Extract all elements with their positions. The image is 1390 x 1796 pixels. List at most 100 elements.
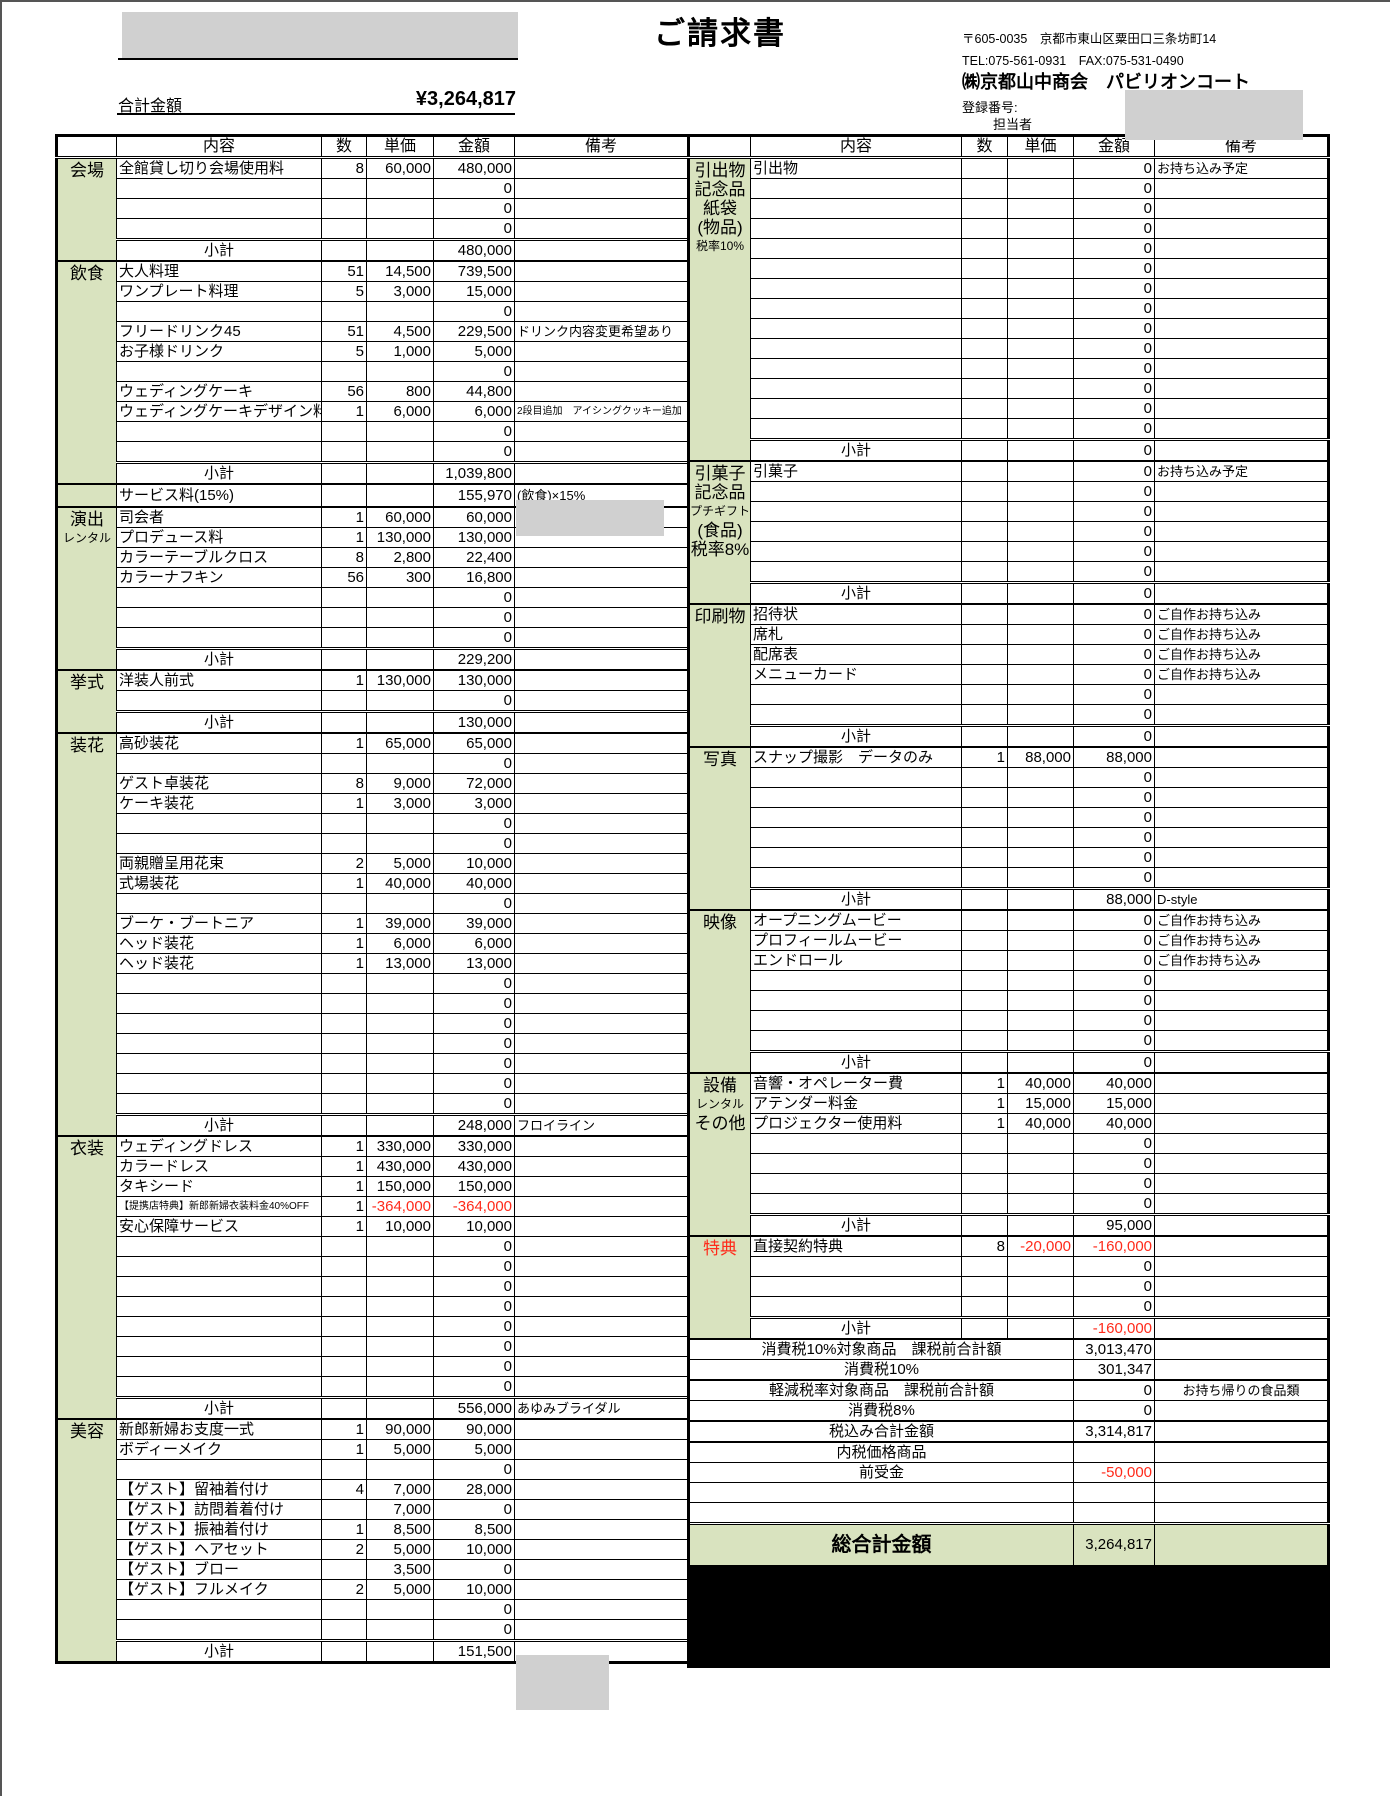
amount: 150,000 xyxy=(433,1176,515,1197)
note xyxy=(514,1236,689,1257)
unit-price: 9,000 xyxy=(366,773,434,794)
table-row: 0 xyxy=(689,258,1329,279)
quantity xyxy=(321,1316,367,1337)
amount: 0 xyxy=(1073,418,1155,440)
category-label: 美容 xyxy=(70,1422,104,1441)
unit-price xyxy=(1007,827,1074,848)
note xyxy=(1154,1153,1329,1174)
table-row: 装花 高砂装花 1 65,000 65,000 xyxy=(56,732,689,1137)
table-row: 映像 オープニングムービー 0 ご自作お持ち込み xyxy=(688,909,1329,1074)
quantity xyxy=(321,1499,367,1520)
note xyxy=(514,953,689,974)
unit-price xyxy=(1007,787,1074,808)
note: お持ち込み予定 xyxy=(1154,157,1329,179)
unit-price xyxy=(366,1639,434,1663)
quantity: 1 xyxy=(321,913,367,934)
unit-price xyxy=(366,1376,434,1398)
quantity xyxy=(961,460,1008,482)
amount: 430,000 xyxy=(433,1156,515,1177)
page-border-left xyxy=(0,0,2,1796)
amount: 0 xyxy=(433,1276,515,1297)
table-row: 0 xyxy=(689,1173,1329,1194)
amount: 0 xyxy=(1073,338,1155,359)
item-name: カラーテーブルクロス xyxy=(116,547,322,568)
category-label: 挙式 xyxy=(70,673,104,692)
category-label: 特典 xyxy=(703,1239,737,1258)
summary-label: 前受金 xyxy=(688,1462,1074,1483)
item-name xyxy=(116,1013,322,1034)
quantity xyxy=(321,1396,367,1420)
category-cell: 引出物 記念品 紙袋 (物品) 税率10% xyxy=(688,157,751,462)
summary-note xyxy=(1154,1482,1329,1503)
summary-row: 内税価格商品 xyxy=(688,1441,1329,1463)
summary-row: 前受金 -50,000 xyxy=(688,1462,1329,1483)
table-row: プロフィールムービー 0 ご自作お持ち込み xyxy=(689,930,1329,951)
quantity xyxy=(961,1173,1008,1194)
quantity xyxy=(961,827,1008,848)
item-name xyxy=(116,1459,322,1480)
item-name xyxy=(116,587,322,608)
note xyxy=(1154,1133,1329,1154)
amount: 0 xyxy=(433,441,515,463)
unit-price: 5,000 xyxy=(366,1539,434,1560)
quantity: 51 xyxy=(321,321,367,342)
quantity xyxy=(961,238,1008,259)
unit-price xyxy=(1007,1316,1074,1340)
unit-price xyxy=(1007,438,1074,462)
table-row: カラーナフキン 56 300 16,800 xyxy=(57,567,689,588)
unit-price xyxy=(366,893,434,914)
amount: 0 xyxy=(1073,603,1155,625)
amount: 0 xyxy=(1073,930,1155,951)
unit-price: 40,000 xyxy=(1007,1072,1074,1094)
amount: 0 xyxy=(1073,481,1155,502)
unit-price: 130,000 xyxy=(366,669,434,691)
unit-price: 800 xyxy=(366,381,434,402)
item-name: プロフィールムービー xyxy=(750,930,962,951)
table-row: 0 xyxy=(689,787,1329,808)
amount: 10,000 xyxy=(433,853,515,874)
redacted-note xyxy=(516,500,664,536)
item-name xyxy=(116,813,322,834)
note xyxy=(1154,1235,1329,1257)
table-row: 0 xyxy=(57,813,689,834)
subtotal-note xyxy=(514,461,689,485)
summary-note xyxy=(1154,1441,1329,1463)
item-name xyxy=(116,1236,322,1257)
note xyxy=(1154,1173,1329,1194)
unit-price xyxy=(1007,909,1074,931)
category-cell xyxy=(56,483,117,508)
quantity: 8 xyxy=(321,547,367,568)
item-name xyxy=(750,398,962,419)
item-name xyxy=(116,1256,322,1277)
note xyxy=(1154,501,1329,522)
category-label: 税率10% xyxy=(695,239,745,253)
note xyxy=(1154,178,1329,199)
amount: 16,800 xyxy=(433,567,515,588)
item-name: ヘッド装花 xyxy=(116,953,322,974)
quantity: 1 xyxy=(321,793,367,814)
amount: 0 xyxy=(1073,1153,1155,1174)
item-name xyxy=(750,867,962,889)
note: ご自作お持ち込み xyxy=(1154,603,1329,625)
summary-amount: 3,013,470 xyxy=(1073,1338,1155,1360)
note xyxy=(514,1439,689,1460)
amount: 0 xyxy=(1073,827,1155,848)
note xyxy=(514,973,689,994)
item-name: タキシード xyxy=(116,1176,322,1197)
amount: 90,000 xyxy=(433,1418,515,1440)
amount: 0 xyxy=(433,421,515,442)
quantity xyxy=(961,338,1008,359)
summary-label: 内税価格商品 xyxy=(688,1441,1074,1463)
subtotal-amount: 0 xyxy=(1073,438,1155,462)
subtotal-row: 小計 248,000 フロイライン xyxy=(57,1113,689,1137)
quantity: 1 xyxy=(961,746,1008,768)
subtotal-label: 小計 xyxy=(116,461,322,485)
item-name xyxy=(750,198,962,219)
summary-row: 消費税10%対象商品 課税前合計額 3,013,470 xyxy=(688,1338,1329,1360)
redacted-block xyxy=(688,1605,1329,1626)
table-row: メニューカード 0 ご自作お持ち込み xyxy=(689,664,1329,685)
item-name xyxy=(116,1276,322,1297)
quantity xyxy=(961,990,1008,1011)
unit-price xyxy=(1007,258,1074,279)
amount: 10,000 xyxy=(433,1579,515,1600)
